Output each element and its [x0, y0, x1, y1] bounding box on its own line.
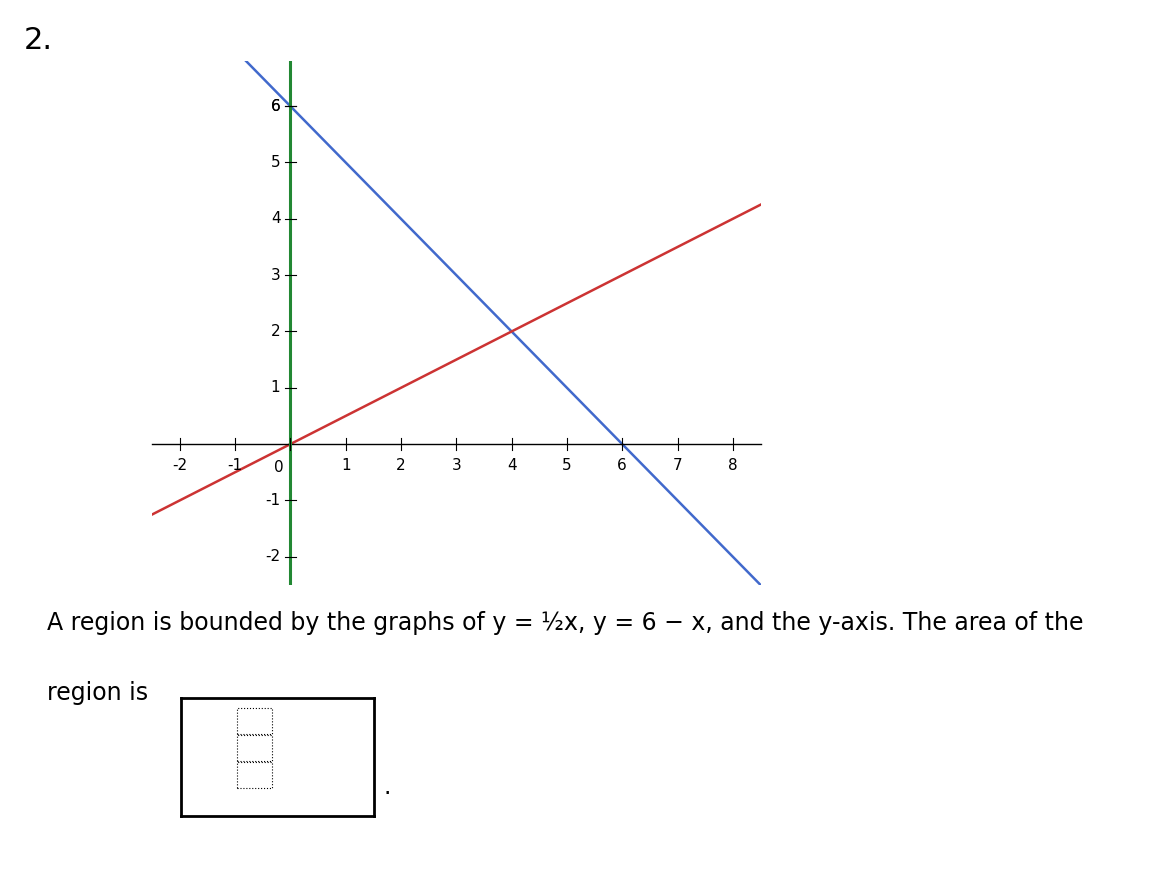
Text: -2: -2 [172, 458, 187, 473]
Text: 7: 7 [673, 458, 682, 473]
Text: 0: 0 [274, 460, 284, 475]
Text: 4: 4 [270, 211, 281, 226]
Text: 6: 6 [270, 99, 281, 113]
Text: region is: region is [47, 681, 147, 705]
Text: 1: 1 [340, 458, 351, 473]
Text: 2.: 2. [23, 26, 53, 55]
Text: -1: -1 [227, 458, 242, 473]
Text: -1: -1 [266, 493, 281, 508]
Text: A region is bounded by the graphs of y = ½x, y = 6 − x, and the y-axis. The area: A region is bounded by the graphs of y =… [47, 611, 1083, 635]
Text: 3: 3 [452, 458, 461, 473]
Text: .: . [384, 774, 391, 799]
Text: 4: 4 [507, 458, 516, 473]
Text: 2: 2 [270, 324, 281, 339]
Text: 8: 8 [728, 458, 737, 473]
Text: 2: 2 [397, 458, 406, 473]
Text: 5: 5 [270, 155, 281, 170]
Text: 1: 1 [270, 381, 281, 395]
Text: 6: 6 [270, 99, 281, 113]
Text: 6: 6 [618, 458, 627, 473]
Text: -2: -2 [266, 549, 281, 564]
Text: 5: 5 [562, 458, 572, 473]
Text: 3: 3 [270, 268, 281, 283]
